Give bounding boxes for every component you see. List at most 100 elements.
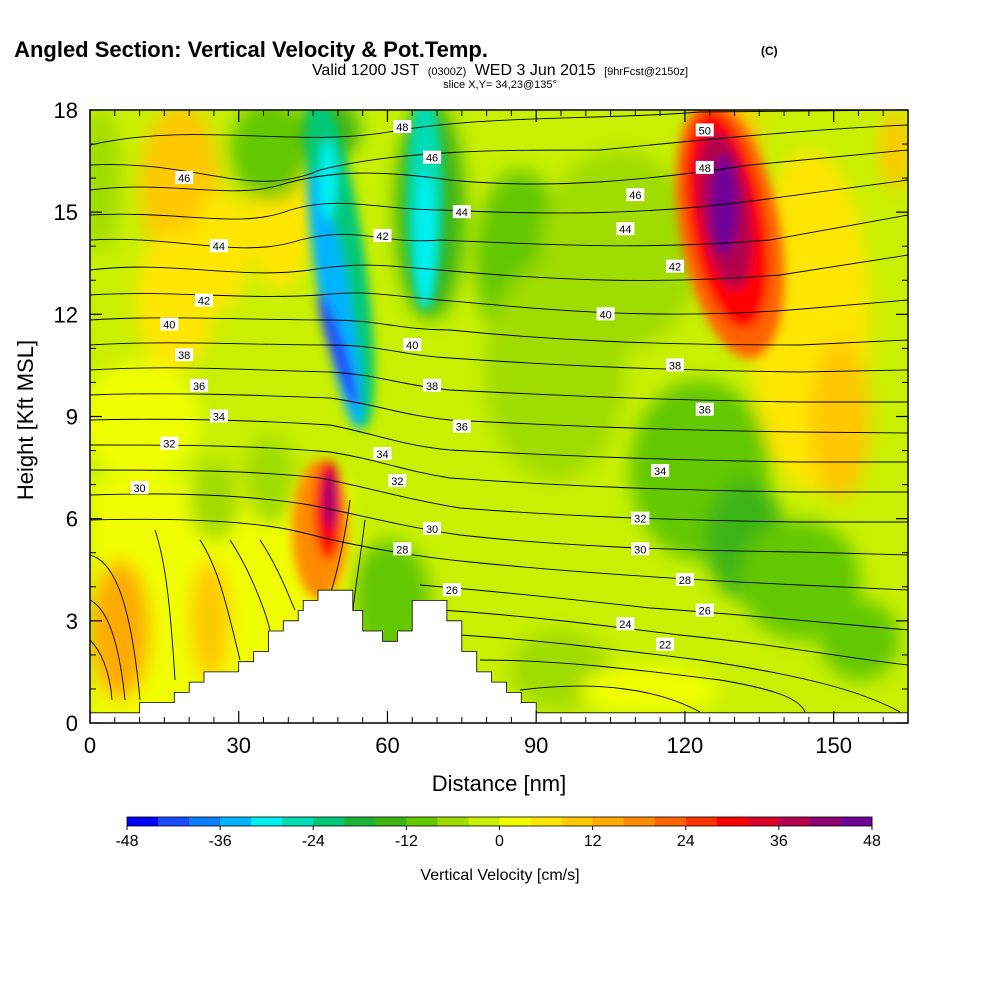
contour-label: 46	[175, 171, 194, 185]
contour-label-bg	[393, 542, 412, 556]
contour-label: 38	[175, 348, 194, 362]
contour-label-text: 22	[659, 640, 671, 652]
contour-label-text: 44	[456, 207, 468, 219]
contour-label-bg	[423, 378, 442, 392]
contour-label: 42	[373, 229, 392, 243]
chart-subtitle: Valid 1200 JST (0300Z) WED 3 Jun 2015 [9…	[312, 62, 688, 79]
contour-label-text: 28	[396, 544, 408, 556]
contour-label: 30	[631, 542, 650, 556]
contour-label-text: 36	[456, 422, 468, 434]
colorbar-tick-label: -24	[302, 833, 325, 850]
y-tick-label: 6	[66, 507, 78, 532]
contour-label-text: 34	[213, 412, 225, 424]
contour-label-text: 50	[699, 125, 711, 137]
contour-label-text: 40	[163, 320, 175, 332]
contour-label-text: 40	[406, 340, 418, 352]
colorbar-swatch	[623, 817, 656, 826]
contour-label-text: 28	[679, 575, 691, 587]
contour-label-bg	[195, 293, 214, 307]
contour-label-bg	[175, 171, 194, 185]
contour-label-text: 24	[619, 619, 631, 631]
contour-label: 42	[665, 259, 684, 274]
contour-label-bg	[373, 446, 392, 460]
contour-label: 32	[631, 511, 650, 526]
colorbar-tick-label: 24	[677, 833, 695, 850]
contour-label-text: 38	[426, 381, 438, 393]
contour-label-text: 40	[599, 309, 611, 321]
chart-title-unit: (C)	[761, 44, 778, 58]
contour-label: 28	[393, 542, 412, 556]
contour-label: 46	[423, 150, 442, 165]
contour-label-bg	[665, 259, 684, 273]
x-tick-label: 120	[667, 733, 704, 758]
contour-label-bg	[631, 511, 650, 525]
contour-label-bg	[695, 123, 714, 137]
contour-label-text: 36	[193, 381, 205, 393]
contour-label: 44	[452, 205, 471, 219]
contour-label-text: 30	[634, 544, 646, 556]
contour-label-text: 26	[699, 606, 711, 618]
contour-label: 26	[442, 583, 461, 597]
colorbar-swatch	[592, 817, 625, 826]
contour-label: 36	[695, 402, 714, 417]
contour-label: 40	[596, 307, 615, 321]
contour-label-text: 32	[163, 439, 175, 451]
contour-label-bg	[656, 637, 675, 651]
contour-label-bg	[160, 317, 179, 331]
contour-label-text: 46	[178, 173, 190, 185]
contour-label-text: 42	[198, 296, 210, 308]
contour-label-text: 48	[396, 122, 408, 134]
colorbar-swatch	[747, 817, 780, 826]
colorbar-swatch	[468, 817, 500, 826]
contour-label: 32	[160, 436, 179, 451]
y-tick-label: 9	[66, 405, 78, 430]
y-axis-label: Height [Kft MSL]	[13, 340, 38, 500]
contour-label-text: 38	[669, 360, 681, 372]
contour-label: 40	[160, 317, 179, 332]
colorbar-swatch	[127, 817, 159, 826]
contour-label-text: 32	[391, 476, 403, 488]
y-tick-label: 0	[66, 711, 78, 736]
contour-label: 30	[130, 481, 149, 495]
contour-label-text: 44	[213, 241, 225, 253]
colorbar-swatch	[530, 817, 562, 826]
colorbar-swatch	[654, 817, 687, 826]
colorbar-swatch	[406, 817, 438, 826]
contour-label: 24	[616, 617, 635, 631]
colorbar-swatch	[282, 817, 314, 826]
contour-label-text: 36	[699, 405, 711, 417]
colorbar-swatch	[344, 817, 376, 826]
y-tick-label: 15	[54, 200, 78, 225]
contour-label: 34	[651, 463, 670, 478]
contour-label-bg	[373, 229, 392, 243]
contour-label: 44	[209, 239, 228, 253]
contour-label-bg	[423, 521, 442, 535]
colorbar-tick-label: 36	[770, 833, 788, 850]
colorbar-tick-label: 12	[584, 833, 602, 850]
theta-contour-labels: 50 48 46 44 42 40 38 36 34 32 30 28 26 24 22 48 46 44 42 40…	[130, 120, 714, 652]
contour-label-bg	[631, 542, 650, 556]
colorbar-swatch	[313, 817, 345, 826]
contour-label-text: 46	[629, 190, 641, 202]
contour-label: 30	[423, 521, 442, 536]
subtitle-valid: Valid 1200 JST	[312, 62, 420, 79]
contour-label-bg	[616, 222, 635, 236]
y-tick-label: 3	[66, 609, 78, 634]
contour-label-bg	[596, 307, 615, 321]
contour-label-text: 30	[133, 483, 145, 495]
contour-label-bg	[393, 120, 412, 134]
colorbar-ticks: -48 -36 -24 -12 0 12 24 36 48	[115, 826, 881, 850]
contour-label: 46	[626, 188, 645, 202]
contour-label: 38	[423, 378, 442, 393]
contour-label-bg	[452, 419, 471, 433]
colorbar-tick-label: -12	[395, 833, 418, 850]
terrain-profile	[90, 589, 908, 723]
colorbar-swatch	[716, 817, 749, 826]
colorbar	[126, 816, 873, 827]
contour-label-bg	[665, 358, 684, 372]
x-axis: 0 30 60 90 120 150	[84, 110, 909, 758]
subtitle-utc: (0300Z)	[428, 66, 467, 78]
contour-label-text: 44	[619, 224, 631, 236]
contour-label-text: 48	[699, 163, 711, 175]
